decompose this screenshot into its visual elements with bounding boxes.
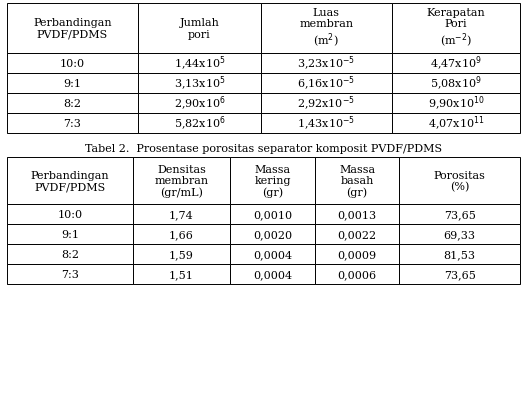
Text: 3,13x10$^{5}$: 3,13x10$^{5}$	[174, 75, 225, 93]
Bar	[230, 264, 315, 284]
Bar	[400, 225, 520, 244]
Bar	[315, 158, 400, 205]
Text: Perbandingan
PVDF/PDMS: Perbandingan PVDF/PDMS	[31, 170, 109, 192]
Text: Tabel 2.  Prosentase porositas separator komposit PVDF/PDMS: Tabel 2. Prosentase porositas separator …	[86, 144, 442, 154]
Text: 69,33: 69,33	[444, 229, 476, 239]
Text: 0,0022: 0,0022	[337, 229, 376, 239]
Text: Densitas
membran
(gr/mL): Densitas membran (gr/mL)	[154, 164, 209, 198]
Text: 73,65: 73,65	[444, 269, 476, 279]
Bar	[230, 244, 315, 264]
Bar	[138, 54, 261, 74]
Bar	[7, 4, 138, 54]
Text: 7:3: 7:3	[61, 269, 79, 279]
Text: Jumlah
pori: Jumlah pori	[180, 18, 219, 40]
Bar	[392, 4, 520, 54]
Bar	[400, 158, 520, 205]
Bar	[7, 54, 138, 74]
Text: 0,0004: 0,0004	[253, 249, 292, 259]
Text: 0,0010: 0,0010	[253, 209, 292, 219]
Text: 5,82x10$^{6}$: 5,82x10$^{6}$	[174, 115, 225, 133]
Text: 1,51: 1,51	[169, 269, 194, 279]
Text: Massa
basah
(gr): Massa basah (gr)	[339, 164, 375, 198]
Text: 9,90x10$^{10}$: 9,90x10$^{10}$	[428, 95, 484, 113]
Bar	[400, 264, 520, 284]
Bar	[230, 205, 315, 225]
Text: 4,07x10$^{11}$: 4,07x10$^{11}$	[428, 115, 484, 133]
Text: 8:2: 8:2	[61, 249, 79, 259]
Text: 81,53: 81,53	[444, 249, 476, 259]
Bar	[138, 4, 261, 54]
Text: 0,0013: 0,0013	[337, 209, 376, 219]
Text: 1,66: 1,66	[169, 229, 194, 239]
Text: 73,65: 73,65	[444, 209, 476, 219]
Bar	[7, 158, 133, 205]
Bar	[7, 225, 133, 244]
Text: 0,0004: 0,0004	[253, 269, 292, 279]
Text: 3,23x10$^{-5}$: 3,23x10$^{-5}$	[297, 55, 355, 73]
Bar	[138, 114, 261, 134]
Bar	[230, 158, 315, 205]
Text: 1,44x10$^{5}$: 1,44x10$^{5}$	[174, 55, 225, 73]
Bar	[261, 4, 392, 54]
Bar	[315, 205, 400, 225]
Bar	[133, 244, 230, 264]
Text: 0,0006: 0,0006	[337, 269, 376, 279]
Bar	[315, 244, 400, 264]
Bar	[400, 244, 520, 264]
Text: 4,47x10$^{9}$: 4,47x10$^{9}$	[430, 55, 482, 73]
Text: 2,92x10$^{-5}$: 2,92x10$^{-5}$	[297, 95, 355, 113]
Text: 10:0: 10:0	[57, 209, 82, 219]
Bar	[261, 54, 392, 74]
Bar	[7, 94, 138, 114]
Text: 0,0020: 0,0020	[253, 229, 292, 239]
Text: 1,43x10$^{-5}$: 1,43x10$^{-5}$	[297, 115, 355, 133]
Bar	[261, 114, 392, 134]
Bar	[230, 225, 315, 244]
Text: Kerapatan
Pori
(m$^{-2}$): Kerapatan Pori (m$^{-2}$)	[427, 8, 485, 50]
Text: Perbandingan
PVDF/PDMS: Perbandingan PVDF/PDMS	[33, 18, 112, 40]
Text: 5,08x10$^{9}$: 5,08x10$^{9}$	[430, 75, 482, 93]
Bar	[315, 225, 400, 244]
Bar	[7, 114, 138, 134]
Text: 6,16x10$^{-5}$: 6,16x10$^{-5}$	[297, 75, 355, 93]
Text: 1,74: 1,74	[169, 209, 194, 219]
Bar	[392, 54, 520, 74]
Bar	[392, 114, 520, 134]
Text: 7:3: 7:3	[63, 119, 81, 129]
Text: 9:1: 9:1	[63, 79, 81, 89]
Text: 0,0009: 0,0009	[337, 249, 376, 259]
Bar	[133, 158, 230, 205]
Bar	[133, 205, 230, 225]
Text: 1,59: 1,59	[169, 249, 194, 259]
Bar	[400, 205, 520, 225]
Text: 10:0: 10:0	[60, 59, 85, 69]
Bar	[261, 74, 392, 94]
Text: Luas
membran
(m$^{2}$): Luas membran (m$^{2}$)	[299, 8, 353, 50]
Bar	[7, 244, 133, 264]
Bar	[133, 225, 230, 244]
Bar	[7, 205, 133, 225]
Text: 9:1: 9:1	[61, 229, 79, 239]
Bar	[261, 94, 392, 114]
Bar	[7, 74, 138, 94]
Text: Massa
kering
(gr): Massa kering (gr)	[254, 164, 291, 198]
Bar	[315, 264, 400, 284]
Bar	[392, 94, 520, 114]
Bar	[392, 74, 520, 94]
Bar	[7, 264, 133, 284]
Text: 8:2: 8:2	[63, 99, 81, 109]
Text: Porositas
(%): Porositas (%)	[434, 170, 486, 192]
Text: 2,90x10$^{6}$: 2,90x10$^{6}$	[174, 95, 225, 113]
Bar	[138, 94, 261, 114]
Bar	[133, 264, 230, 284]
Bar	[138, 74, 261, 94]
